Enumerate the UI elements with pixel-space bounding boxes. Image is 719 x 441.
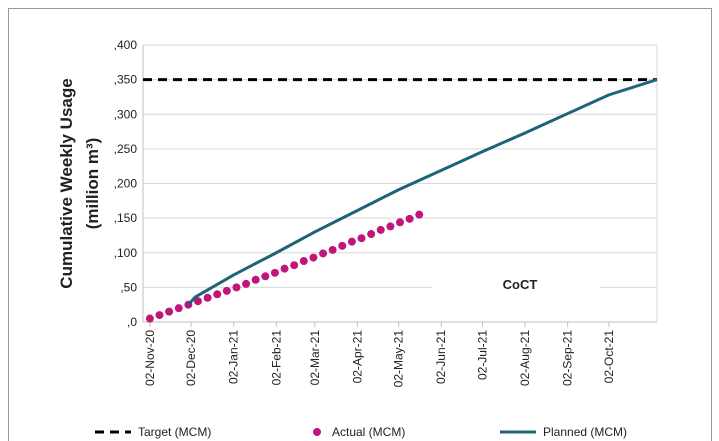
annotation-box (432, 268, 600, 298)
data-point (280, 264, 289, 273)
data-point (415, 210, 424, 219)
data-point (270, 268, 279, 277)
y-tick-label: ,100 (114, 246, 138, 260)
y-tick-label: ,300 (114, 107, 138, 121)
legend-label: Actual (MCM) (332, 425, 405, 439)
data-point (290, 261, 299, 270)
data-point (165, 307, 174, 316)
x-tick-label: 02-Jan-21 (227, 330, 241, 384)
legend-label: Planned (MCM) (543, 425, 627, 439)
y-tick-label: ,50 (120, 280, 137, 294)
x-tick-label: 02-May-21 (392, 330, 406, 388)
x-tick-label: 02-Aug-21 (518, 330, 532, 386)
data-point (338, 241, 347, 250)
data-point (242, 279, 251, 288)
x-tick-label: 02-Mar-21 (308, 330, 322, 386)
data-point (145, 314, 154, 323)
data-point (299, 257, 308, 266)
y-tick-label: ,250 (114, 142, 138, 156)
y-tick-label: ,200 (114, 177, 138, 191)
y-tick-label: ,350 (114, 73, 138, 87)
x-tick-label: 02-Feb-21 (269, 330, 283, 386)
data-point (367, 230, 376, 239)
x-tick-label: 02-Dec-20 (184, 330, 198, 386)
data-point (357, 234, 366, 243)
legend-symbol (313, 428, 321, 436)
data-point (376, 225, 385, 234)
x-tick-label: 02-Apr-21 (350, 330, 364, 384)
data-point (309, 253, 318, 262)
data-point (193, 297, 202, 306)
x-tick-label: 02-Nov-20 (143, 330, 157, 386)
data-point (232, 283, 241, 292)
annotation: CoCT (503, 277, 538, 292)
y-tick-label: ,400 (114, 38, 138, 52)
legend-label: Target (MCM) (138, 425, 211, 439)
data-point (347, 237, 356, 246)
data-point (222, 286, 231, 295)
chart-border (8, 8, 712, 441)
x-tick-label: 02-Jun-21 (434, 330, 448, 384)
data-point (203, 293, 212, 302)
data-point (261, 272, 270, 281)
y-tick-label: ,150 (114, 211, 138, 225)
x-tick-label: 02-Jul-21 (475, 330, 489, 380)
data-point (155, 311, 164, 320)
y-axis-title: Cumulative Weekly Usage (57, 78, 76, 288)
data-point (319, 249, 328, 258)
data-point (328, 245, 337, 254)
data-point (213, 290, 222, 299)
data-point (251, 275, 260, 284)
series-line (187, 78, 658, 306)
data-point (386, 222, 395, 231)
y-axis-title: (million m³) (83, 138, 102, 230)
x-tick-label: 02-Oct-21 (602, 330, 616, 384)
data-point (174, 304, 183, 313)
data-point (396, 218, 404, 227)
y-tick-label: ,0 (127, 315, 137, 329)
x-tick-label: 02-Sep-21 (561, 330, 575, 386)
data-point (405, 214, 414, 223)
